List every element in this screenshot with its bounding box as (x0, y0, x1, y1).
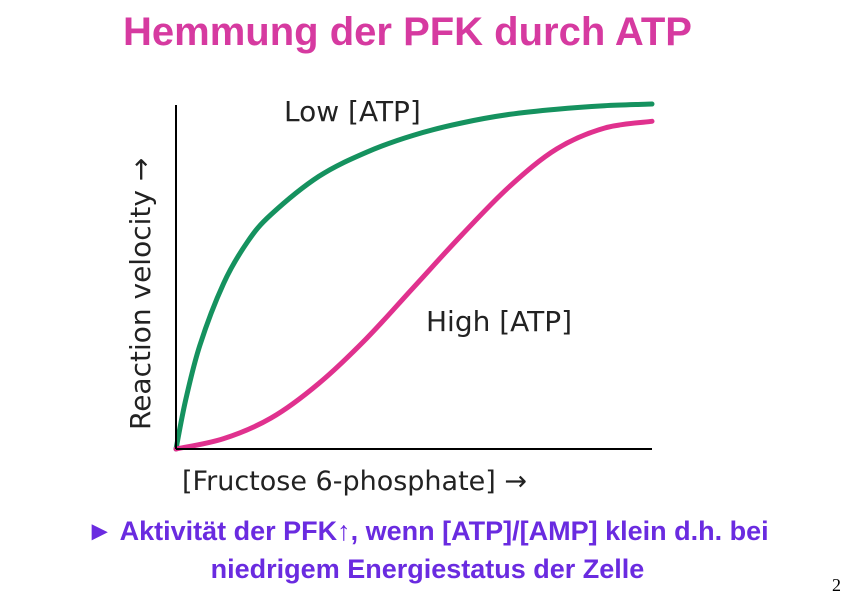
slide-title: Hemmung der PFK durch ATP (123, 10, 692, 54)
x-axis-label: [Fructose 6-phosphate] → (182, 466, 527, 497)
slide-caption: ► Aktivität der PFK↑, wenn [ATP]/[AMP] k… (0, 512, 855, 588)
plot-area (173, 101, 655, 452)
series-label-high-atp: High [ATP] (426, 305, 572, 338)
series-line-low-atp (173, 101, 655, 452)
page-number: 2 (832, 575, 841, 595)
caption-line-1: ► Aktivität der PFK↑, wenn [ATP]/[AMP] k… (86, 516, 769, 546)
y-axis-label: Reaction velocity → (124, 158, 157, 430)
series-label-low-atp: Low [ATP] (284, 95, 421, 128)
series-line-high-atp (173, 118, 655, 452)
caption-line-2: niedrigem Energiestatus der Zelle (210, 554, 645, 584)
